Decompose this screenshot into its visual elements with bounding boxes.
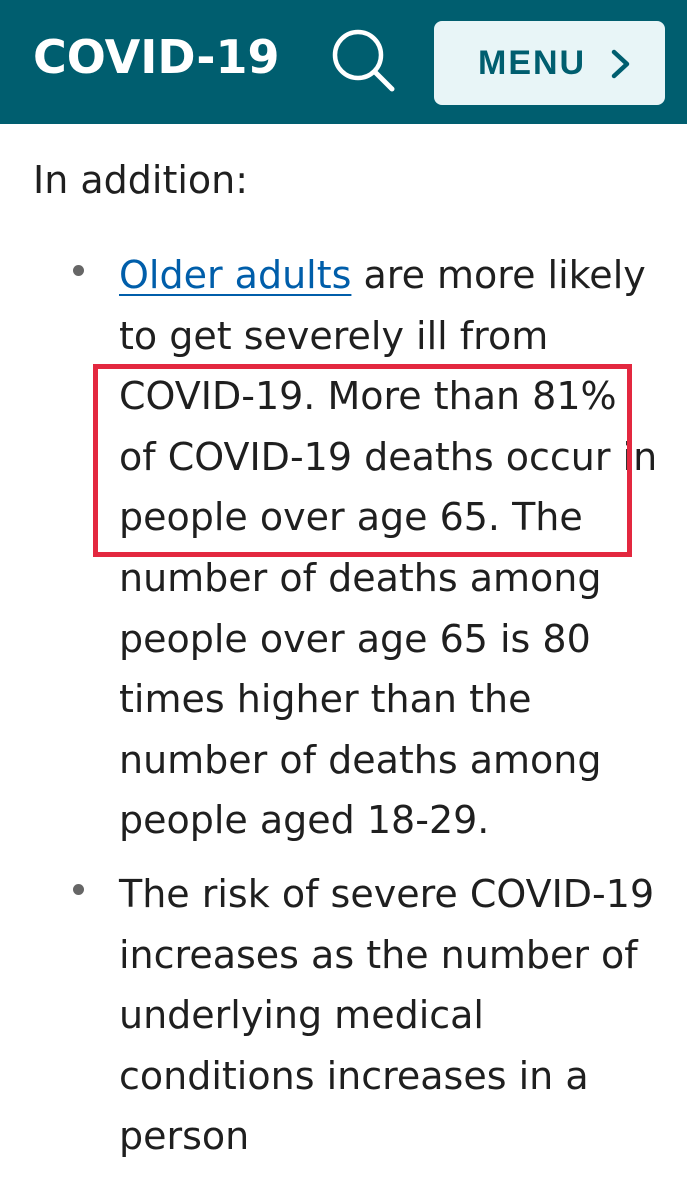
bullet-line: The risk of severe COVID-19 [119, 872, 655, 916]
bullet-line: number of deaths among [119, 555, 602, 600]
bullet-line: person [119, 1114, 250, 1159]
site-title[interactable]: COVID-19 [33, 30, 280, 84]
bullet-icon [73, 265, 84, 276]
bullet-icon [73, 884, 84, 895]
bullet-line: people over age 65. The [119, 495, 583, 540]
bullet-line: underlying medical [119, 993, 484, 1038]
search-icon [332, 29, 395, 92]
bullet-line: times higher than the [119, 677, 532, 722]
older-adults-link[interactable]: Older adults [119, 253, 352, 297]
bullet-line: people over age 65 is 80 [119, 616, 591, 661]
bullet-line: people aged 18-29. [119, 798, 490, 843]
bullet-line: of COVID-19 deaths occur in [119, 434, 658, 479]
bullet-line: COVID-19. More than 81% [119, 374, 617, 419]
bullet-line: to get severely ill from [119, 313, 549, 358]
bullet-line: increases as the number of [119, 932, 638, 977]
bullet-line-text: are more likely [351, 253, 646, 297]
menu-button-label: MENU [478, 44, 587, 82]
bullet-line: conditions increases in a [119, 1053, 589, 1098]
bullet-line: number of deaths among [119, 737, 602, 782]
bullet-text: Older adults are more likely to get seve… [119, 245, 679, 851]
site-header: COVID-19 MENU [0, 0, 687, 124]
search-button[interactable] [330, 27, 396, 93]
bullet-line: Older adults are more likely [119, 245, 679, 306]
chevron-right-icon [611, 49, 630, 79]
menu-button[interactable]: MENU [434, 21, 665, 105]
intro-text: In addition: [33, 158, 249, 202]
bullet-text: The risk of severe COVID-19 increases as… [119, 864, 679, 1167]
